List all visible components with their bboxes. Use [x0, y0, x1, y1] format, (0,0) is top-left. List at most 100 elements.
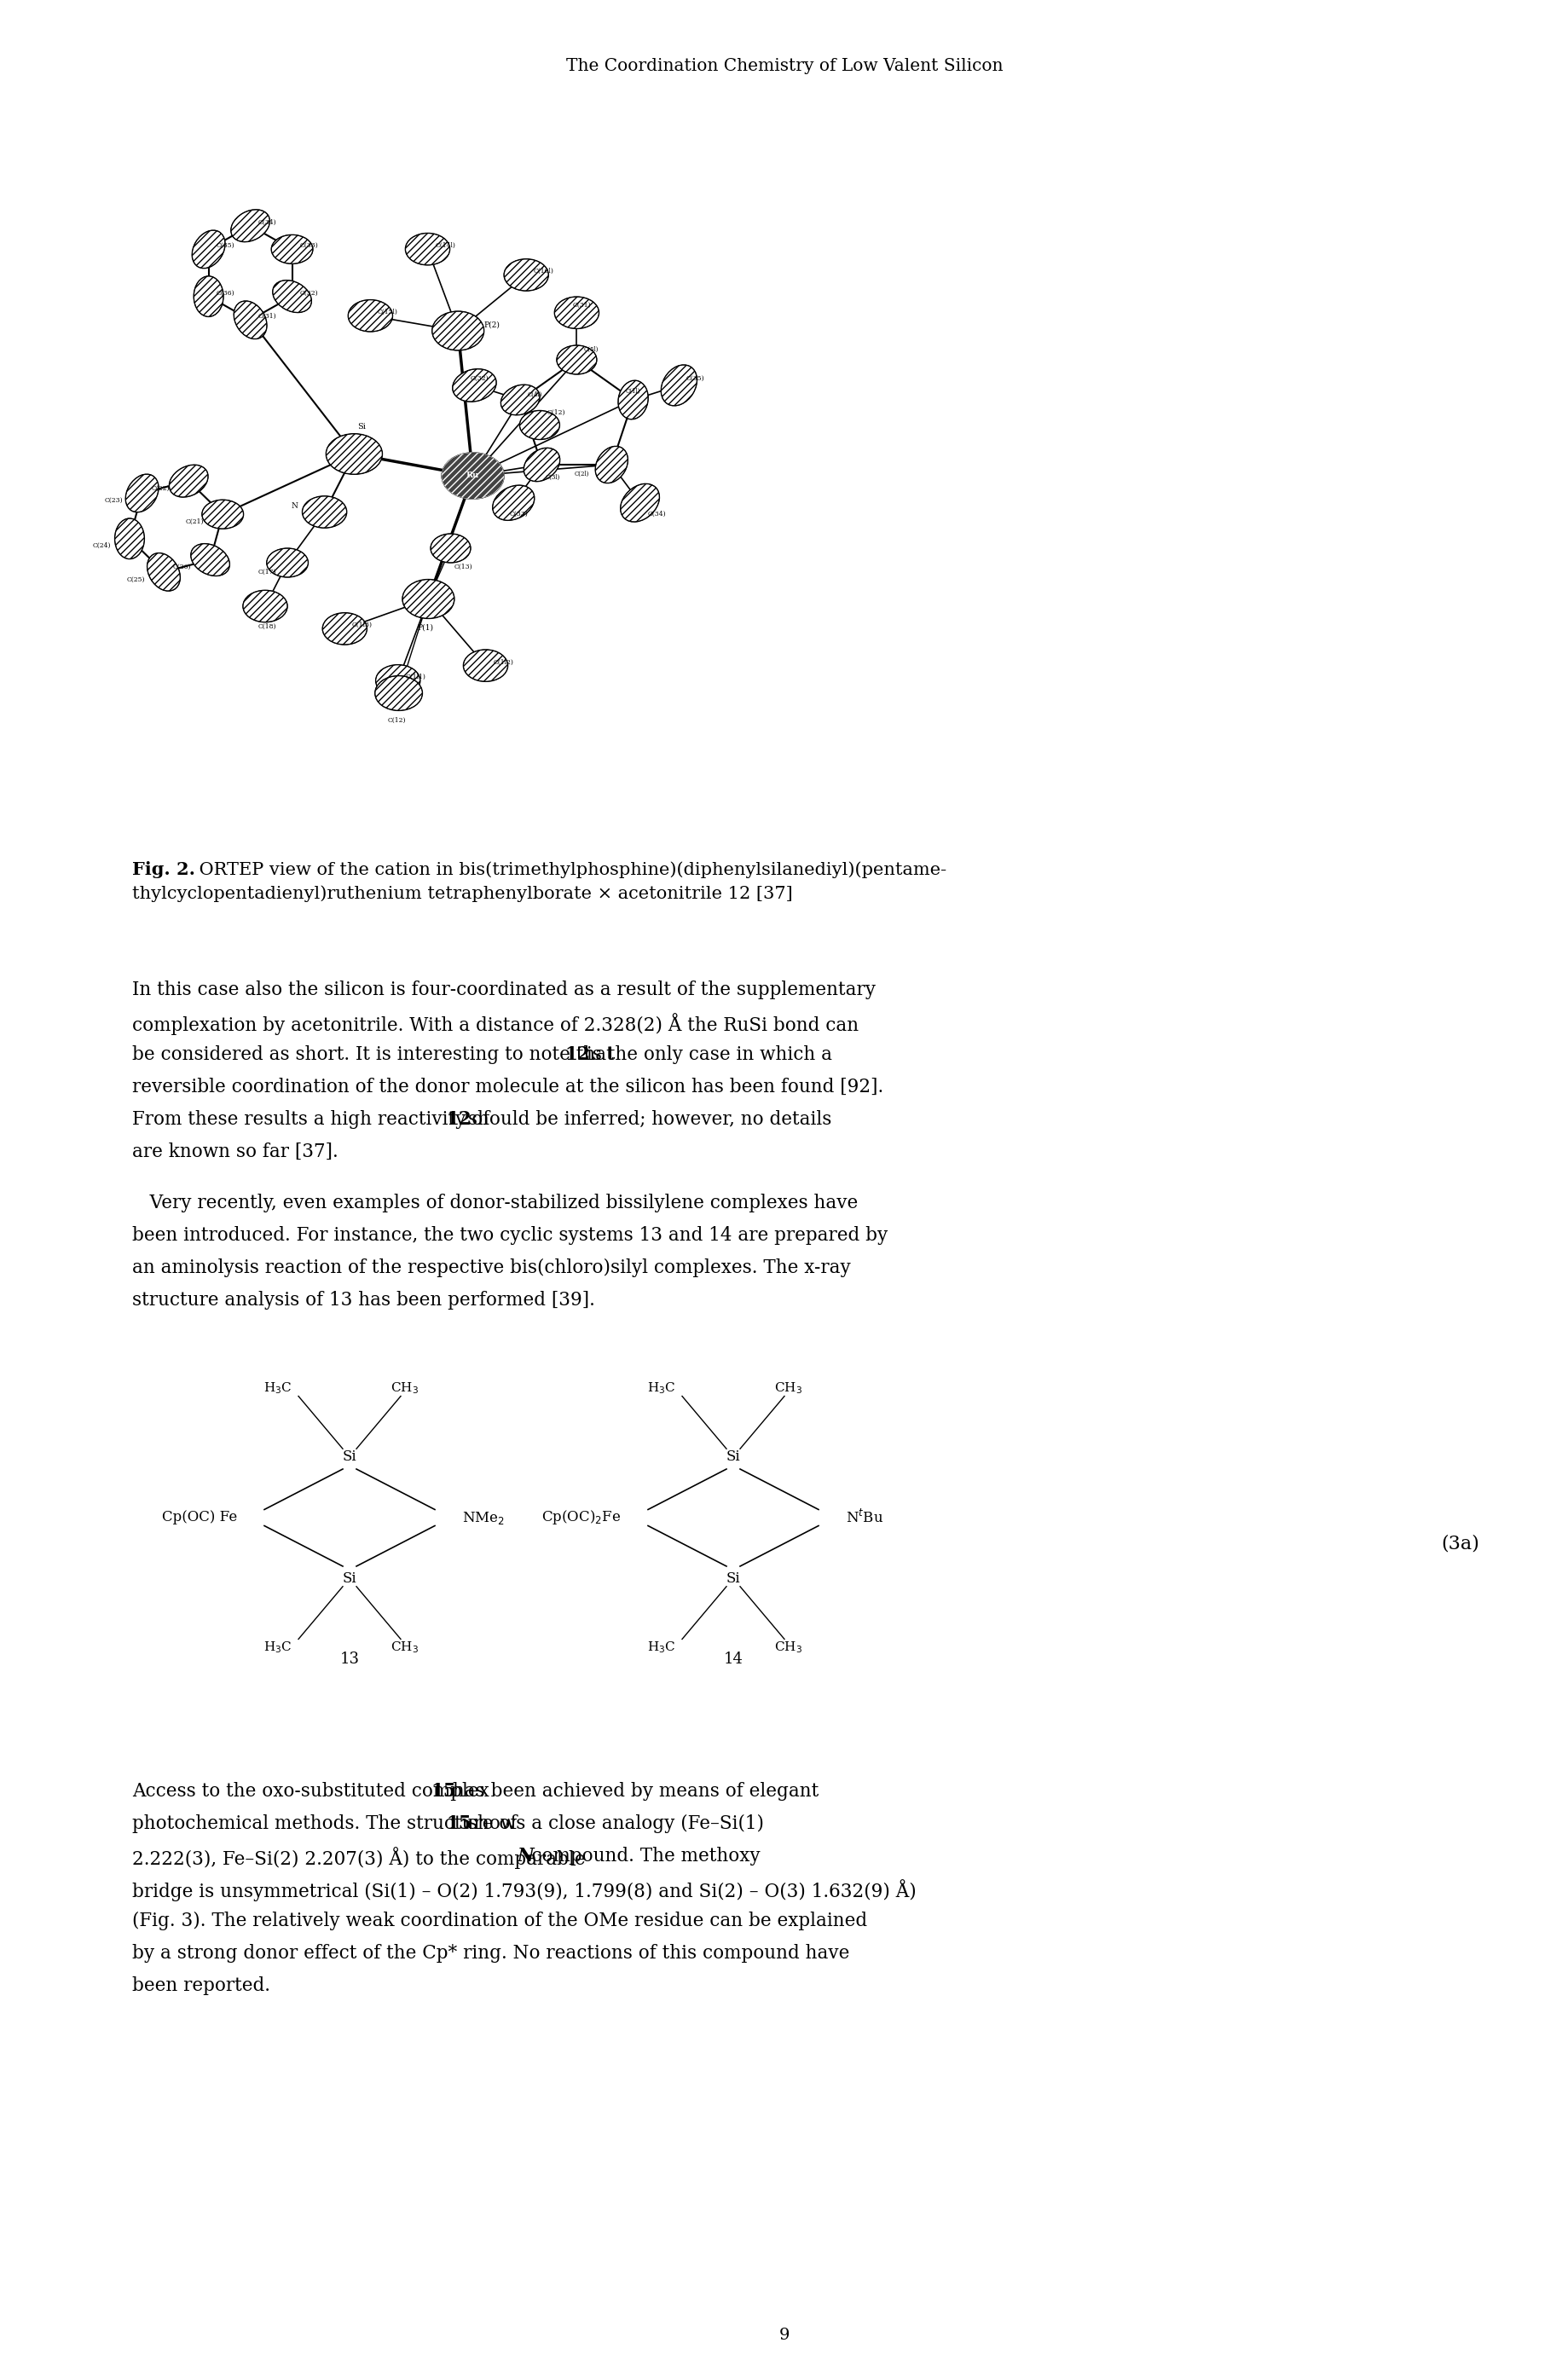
Text: C(4l): C(4l): [527, 390, 543, 397]
Text: C(32): C(32): [470, 374, 489, 381]
Text: P(1): P(1): [417, 622, 433, 632]
Ellipse shape: [191, 230, 224, 267]
Text: C(18): C(18): [257, 622, 276, 629]
Text: has been achieved by means of elegant: has been achieved by means of elegant: [447, 1782, 818, 1801]
Text: 9: 9: [779, 2328, 789, 2342]
Ellipse shape: [594, 447, 627, 483]
Text: C(1l): C(1l): [626, 388, 640, 395]
Text: Cp(OC)$_2$Fe: Cp(OC)$_2$Fe: [541, 1510, 621, 1526]
Text: C(26): C(26): [172, 563, 191, 570]
Text: N$^t$Bu: N$^t$Bu: [845, 1510, 883, 1526]
Ellipse shape: [442, 452, 503, 499]
Text: The Coordination Chemistry of Low Valent Silicon: The Coordination Chemistry of Low Valent…: [566, 59, 1002, 73]
Text: H$_3$C: H$_3$C: [646, 1640, 674, 1654]
Ellipse shape: [463, 651, 508, 681]
Text: N: N: [292, 502, 298, 511]
Text: C(12): C(12): [387, 717, 406, 724]
Ellipse shape: [323, 613, 367, 644]
Ellipse shape: [375, 677, 422, 710]
Ellipse shape: [503, 258, 549, 291]
Text: photochemical methods. The structure of: photochemical methods. The structure of: [132, 1815, 522, 1834]
Ellipse shape: [554, 296, 599, 329]
Text: Fig. 2.: Fig. 2.: [132, 861, 194, 878]
Text: be considered as short. It is interesting to note that: be considered as short. It is interestin…: [132, 1046, 619, 1065]
Text: bridge is unsymmetrical (Si(1) – O(2) 1.793(9), 1.799(8) and Si(2) – O(3) 1.632(: bridge is unsymmetrical (Si(1) – O(2) 1.…: [132, 1879, 916, 1902]
Ellipse shape: [202, 499, 243, 528]
Text: C(35): C(35): [687, 374, 704, 381]
Ellipse shape: [375, 665, 420, 696]
Text: C(15l): C(15l): [378, 308, 398, 315]
Text: C(24): C(24): [93, 542, 111, 549]
Ellipse shape: [431, 312, 485, 350]
Ellipse shape: [557, 345, 596, 374]
Text: In this case also the silicon is four-coordinated as a result of the supplementa: In this case also the silicon is four-co…: [132, 980, 875, 998]
Text: an aminolysis reaction of the respective bis(chloro)silyl complexes. The x-ray: an aminolysis reaction of the respective…: [132, 1259, 850, 1278]
Ellipse shape: [234, 300, 267, 338]
Ellipse shape: [267, 549, 307, 577]
Text: C(12): C(12): [547, 409, 564, 416]
Ellipse shape: [348, 300, 392, 331]
Ellipse shape: [405, 234, 450, 265]
Text: structure analysis of 13 has been performed [39].: structure analysis of 13 has been perfor…: [132, 1292, 594, 1311]
Text: C(16l): C(16l): [533, 267, 554, 274]
Ellipse shape: [147, 554, 180, 592]
Ellipse shape: [114, 518, 144, 558]
Text: should be inferred; however, no details: should be inferred; however, no details: [463, 1110, 831, 1129]
Ellipse shape: [303, 497, 347, 528]
Text: C(33): C(33): [510, 511, 528, 518]
Text: 15: 15: [447, 1815, 472, 1834]
Text: C(22): C(22): [152, 485, 169, 492]
Text: Si: Si: [342, 1450, 356, 1465]
Text: H$_3$C: H$_3$C: [646, 1379, 674, 1396]
Text: thylcyclopentadienyl)ruthenium tetraphenylborate × acetonitrile 12 [37]: thylcyclopentadienyl)ruthenium tetraphen…: [132, 885, 792, 901]
Text: (3a): (3a): [1439, 1533, 1479, 1552]
Text: 2.222(3), Fe–Si(2) 2.207(3) Å) to the comparable: 2.222(3), Fe–Si(2) 2.207(3) Å) to the co…: [132, 1848, 591, 1869]
Text: C(1l3): C(1l3): [351, 622, 372, 629]
Text: C(17): C(17): [257, 568, 276, 575]
Ellipse shape: [169, 464, 209, 497]
Ellipse shape: [193, 277, 223, 317]
Text: CH$_3$: CH$_3$: [773, 1379, 801, 1396]
Text: Very recently, even examples of donor-stabilized bissilylene complexes have: Very recently, even examples of donor-st…: [132, 1195, 858, 1211]
Text: C(31): C(31): [257, 312, 276, 319]
Text: -compound. The methoxy: -compound. The methoxy: [525, 1848, 760, 1864]
Text: complexation by acetonitrile. With a distance of 2.328(2) Å the RuSi bond can: complexation by acetonitrile. With a dis…: [132, 1013, 858, 1034]
Ellipse shape: [519, 412, 560, 440]
Ellipse shape: [452, 369, 495, 402]
Text: C(21): C(21): [185, 518, 204, 525]
Text: C(35): C(35): [216, 241, 234, 248]
Ellipse shape: [492, 485, 535, 521]
Text: Ru: Ru: [466, 471, 480, 480]
Text: C(32): C(32): [299, 289, 318, 296]
Text: C(23): C(23): [105, 497, 124, 504]
Text: C(1l2): C(1l2): [492, 658, 513, 665]
Text: H$_3$C: H$_3$C: [263, 1640, 292, 1654]
Text: C(3l): C(3l): [546, 473, 560, 480]
Ellipse shape: [326, 433, 383, 473]
Text: reversible coordination of the donor molecule at the silicon has been found [92]: reversible coordination of the donor mol…: [132, 1077, 883, 1095]
Ellipse shape: [230, 211, 270, 241]
Text: C(1l1): C(1l1): [405, 674, 425, 681]
Text: Si: Si: [358, 424, 365, 431]
Text: Cp(OC) Fe: Cp(OC) Fe: [162, 1510, 237, 1526]
Text: N: N: [517, 1848, 535, 1864]
Text: 15: 15: [431, 1782, 456, 1801]
Ellipse shape: [191, 544, 229, 575]
Text: 13: 13: [340, 1651, 359, 1668]
Text: C(25): C(25): [127, 575, 144, 582]
Text: are known so far [37].: are known so far [37].: [132, 1143, 339, 1162]
Text: C(14l): C(14l): [434, 241, 455, 248]
Text: CH$_3$: CH$_3$: [390, 1640, 419, 1654]
Ellipse shape: [618, 381, 648, 419]
Ellipse shape: [619, 483, 659, 523]
Text: 12: 12: [447, 1110, 472, 1129]
Ellipse shape: [500, 386, 539, 414]
Text: CH$_3$: CH$_3$: [773, 1640, 801, 1654]
Text: NMe$_2$: NMe$_2$: [463, 1510, 505, 1526]
Text: 12: 12: [564, 1046, 590, 1065]
Text: C(34): C(34): [257, 218, 276, 225]
Text: Si: Si: [342, 1571, 356, 1585]
Ellipse shape: [243, 589, 287, 622]
Text: Si: Si: [726, 1571, 740, 1585]
Text: C(5l): C(5l): [583, 345, 599, 353]
